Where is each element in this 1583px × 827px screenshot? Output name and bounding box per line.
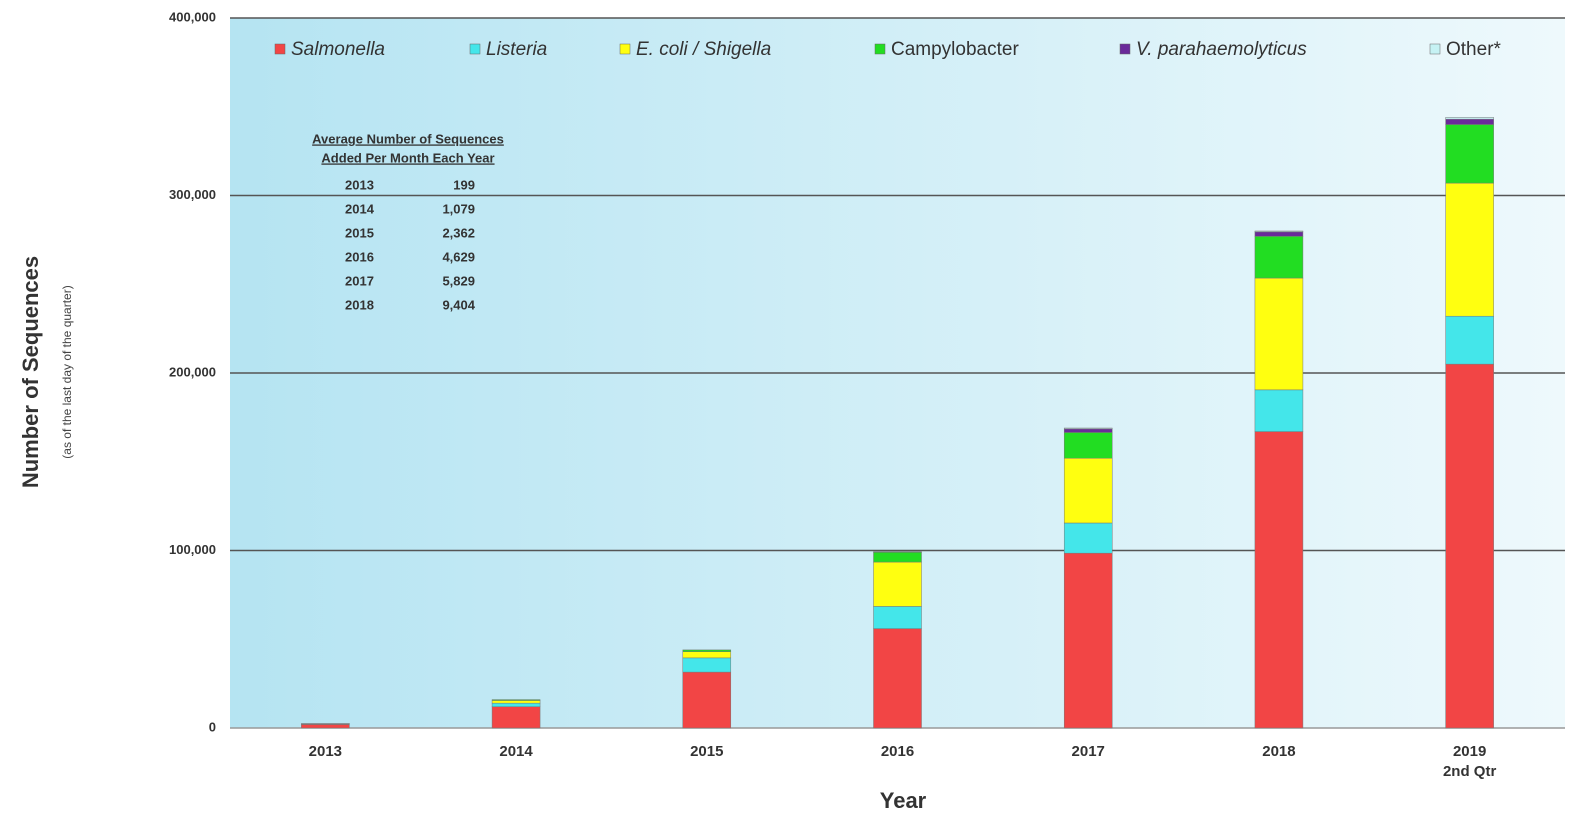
bar-segment: [1064, 553, 1112, 728]
x-tick-label: 2013: [309, 743, 342, 760]
bar-segment: [1255, 278, 1303, 390]
inset-value: 5,829: [442, 273, 475, 288]
bar-segment: [1446, 316, 1494, 364]
inset-year: 2013: [345, 177, 374, 192]
x-tick-label: 2014: [499, 743, 533, 760]
bar-segment: [492, 700, 540, 703]
y-axis-sublabel: (as of the last day of the quarter): [60, 285, 74, 458]
bar-segment: [1446, 364, 1494, 728]
bar-segment: [874, 629, 922, 728]
bar-segment: [1446, 183, 1494, 316]
bar-segment: [1064, 428, 1112, 429]
inset-year: 2016: [345, 249, 374, 264]
inset-year: 2015: [345, 225, 374, 240]
legend-swatch: [1120, 44, 1130, 54]
inset-year: 2018: [345, 297, 374, 312]
x-tick-label: 2017: [1072, 743, 1105, 760]
inset-title: Added Per Month Each Year: [321, 150, 494, 165]
legend-swatch: [470, 44, 480, 54]
legend-label: Salmonella: [291, 39, 385, 60]
legend-swatch: [875, 44, 885, 54]
bar-segment: [683, 650, 731, 652]
bar-segment: [683, 652, 731, 658]
bar-segment: [1446, 125, 1494, 184]
bar-segment: [874, 552, 922, 553]
legend-swatch: [1430, 44, 1440, 54]
inset-year: 2017: [345, 273, 374, 288]
x-axis-label: Year: [880, 788, 927, 813]
x-tick-label: 2016: [881, 743, 914, 760]
y-axis-label: Number of Sequences: [18, 256, 43, 488]
inset-year: 2014: [345, 201, 375, 216]
bar-segment: [492, 707, 540, 728]
x-tick-label: 2015: [690, 743, 723, 760]
legend-label: Other*: [1446, 39, 1502, 60]
bar-segment: [492, 700, 540, 701]
bar-segment: [1255, 390, 1303, 432]
inset-value: 9,404: [442, 297, 475, 312]
y-tick-label: 100,000: [169, 542, 216, 557]
inset-value: 4,629: [442, 249, 475, 264]
y-tick-label: 0: [209, 719, 216, 734]
inset-title: Average Number of Sequences: [312, 131, 504, 146]
bar-segment: [1255, 236, 1303, 278]
bar-segment: [301, 724, 349, 728]
bar-segment: [1446, 117, 1494, 119]
bar-segment: [683, 658, 731, 672]
bar-segment: [1255, 432, 1303, 728]
bar-segment: [1064, 429, 1112, 433]
bar-segment: [1255, 232, 1303, 236]
bar-segment: [1064, 432, 1112, 458]
inset-value: 2,362: [442, 225, 475, 240]
x-tick-label: 2018: [1262, 743, 1295, 760]
bar-segment: [874, 562, 922, 606]
legend-label: Listeria: [486, 39, 547, 60]
y-tick-label: 400,000: [169, 9, 216, 24]
bar-segment: [1446, 119, 1494, 124]
legend-label: E. coli / Shigella: [636, 39, 771, 60]
bar-segment: [1255, 231, 1303, 232]
inset-value: 1,079: [442, 201, 475, 216]
bar-segment: [1064, 523, 1112, 553]
bar-segment: [874, 552, 922, 562]
bar-segment: [683, 672, 731, 728]
inset-value: 199: [453, 177, 475, 192]
legend-label: Campylobacter: [891, 39, 1019, 60]
y-tick-label: 300,000: [169, 187, 216, 202]
bar-segment: [492, 703, 540, 707]
legend-swatch: [620, 44, 630, 54]
y-tick-label: 200,000: [169, 364, 216, 379]
bar-segment: [1064, 458, 1112, 523]
bar-segment: [874, 606, 922, 628]
legend-label: V. parahaemolyticus: [1136, 39, 1307, 60]
legend-swatch: [275, 44, 285, 54]
